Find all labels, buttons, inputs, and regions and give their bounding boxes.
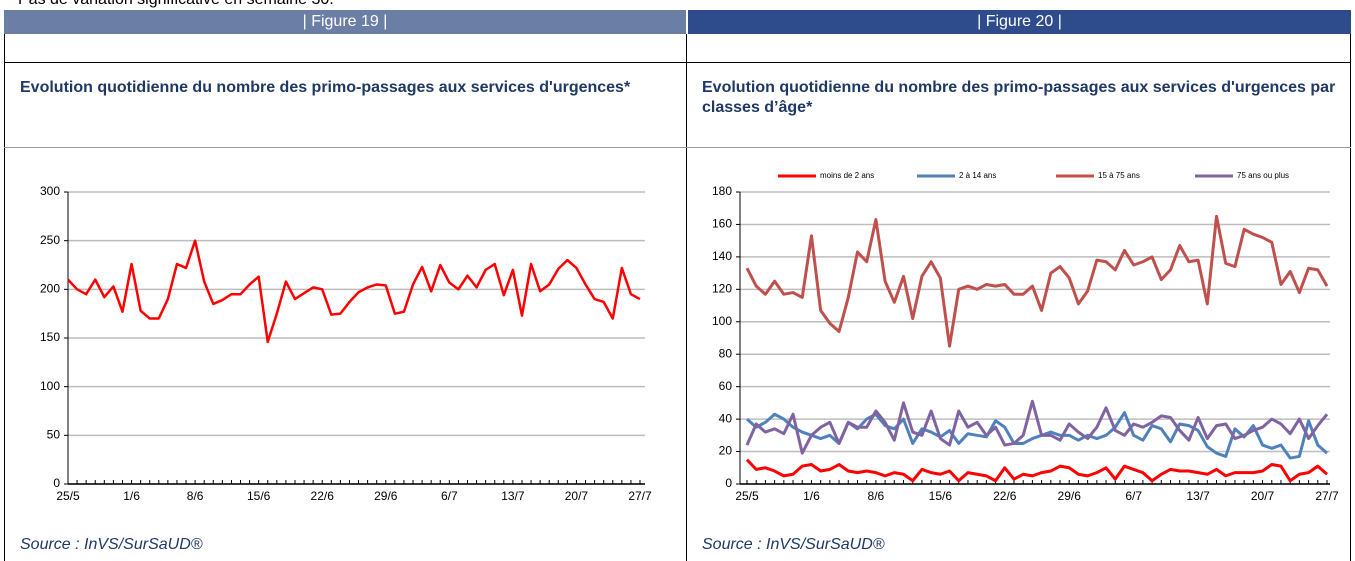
y-tick-label: 250	[40, 233, 60, 247]
x-tick-label: 25/5	[56, 489, 80, 503]
x-tick-label: 29/6	[1058, 489, 1082, 503]
y-tick-label: 0	[725, 476, 732, 490]
data-line	[745, 214, 1329, 348]
y-tick-label: 40	[719, 411, 733, 425]
x-tick-label: 22/6	[311, 489, 335, 503]
y-tick-label: 160	[712, 217, 732, 231]
y-tick-label: 120	[712, 282, 732, 296]
x-tick-label: 6/7	[1125, 489, 1142, 503]
x-tick-label: 6/7	[441, 489, 458, 503]
y-tick-label: 80	[719, 346, 733, 360]
intro-text: Pas de variation significative en semain…	[18, 0, 334, 9]
x-tick-label: 22/6	[993, 489, 1017, 503]
y-tick-label: 140	[712, 249, 732, 263]
x-tick-label: 20/7	[565, 489, 589, 503]
data-line	[745, 458, 1328, 483]
legend-label: moins de 2 ans	[820, 171, 874, 180]
x-tick-label: 1/6	[123, 489, 140, 503]
y-tick-label: 180	[712, 184, 732, 198]
source: Source : InVS/SurSaUD®	[702, 536, 885, 553]
chart-title: Evolution quotidienne du nombre des prim…	[702, 79, 1336, 116]
legend-label: 15 à 75 ans	[1098, 171, 1140, 180]
y-tick-label: 0	[53, 476, 60, 490]
y-tick-label: 100	[40, 379, 60, 393]
y-tick-label: 200	[40, 282, 60, 296]
x-tick-label: 25/5	[735, 489, 759, 503]
source: Source : InVS/SurSaUD®	[20, 536, 203, 553]
frame	[4, 34, 1351, 561]
x-tick-label: 13/7	[501, 489, 525, 503]
y-tick-label: 50	[47, 428, 61, 442]
x-tick-label: 8/6	[868, 489, 885, 503]
y-tick-label: 20	[719, 444, 733, 458]
x-tick-label: 20/7	[1251, 489, 1275, 503]
legend-label: 75 ans ou plus	[1237, 171, 1289, 180]
data-line	[745, 399, 1329, 455]
data-line	[67, 239, 641, 344]
x-tick-label: 1/6	[803, 489, 820, 503]
x-tick-label: 27/7	[628, 489, 652, 503]
figure-header: | Figure 20 |	[688, 10, 1351, 34]
x-tick-label: 27/7	[1315, 489, 1339, 503]
x-tick-label: 29/6	[374, 489, 398, 503]
x-tick-label: 13/7	[1186, 489, 1210, 503]
x-tick-label: 15/6	[247, 489, 271, 503]
figure-header: | Figure 19 |	[4, 10, 686, 34]
legend-label: 2 à 14 ans	[959, 171, 996, 180]
x-tick-label: 8/6	[187, 489, 204, 503]
y-tick-label: 300	[40, 184, 60, 198]
y-tick-label: 100	[712, 314, 732, 328]
x-tick-label: 15/6	[929, 489, 953, 503]
chart-title: Evolution quotidienne du nombre des prim…	[20, 79, 631, 96]
y-tick-label: 150	[40, 330, 60, 344]
y-tick-label: 60	[719, 379, 733, 393]
